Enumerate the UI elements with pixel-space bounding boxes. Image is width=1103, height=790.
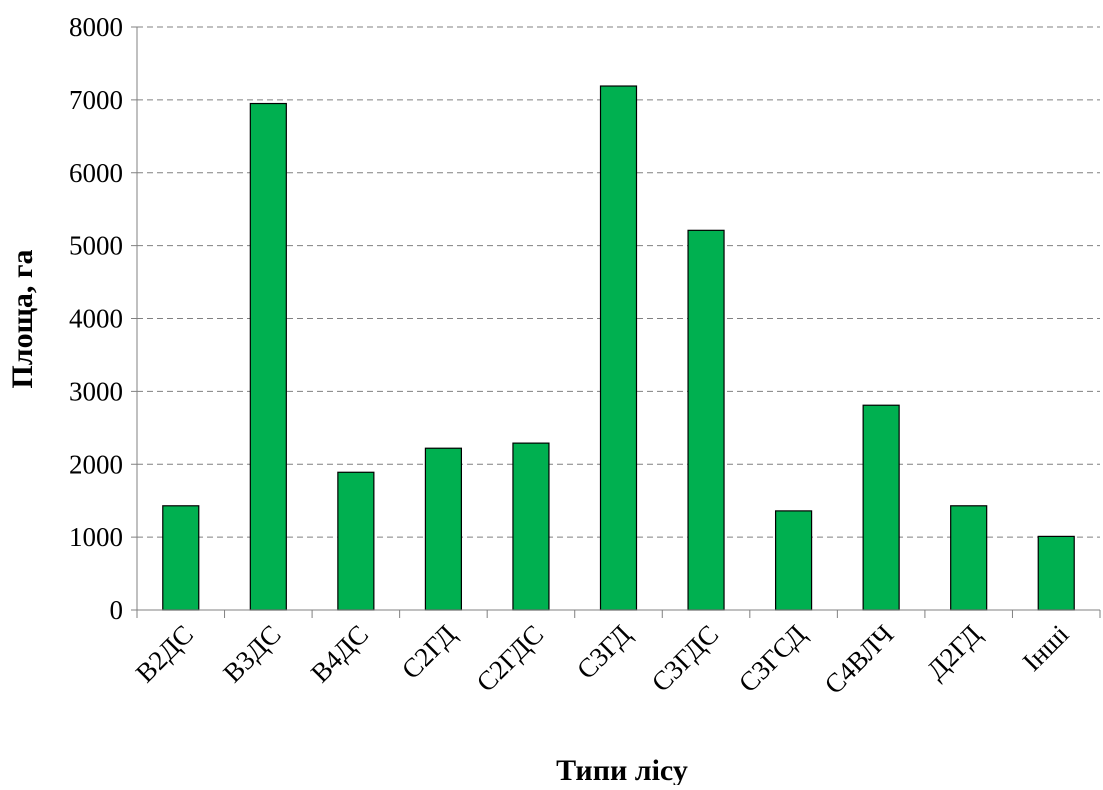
axes [131,26,1101,618]
y-tick-label: 7000 [69,85,123,115]
x-tick-label: Д2ГД [921,619,987,685]
y-tick-label: 3000 [69,376,123,406]
x-tick-label: В3ДС [217,619,286,688]
y-axis-title: Площа, га [6,249,39,388]
x-tick-label: С3ГСД [733,619,812,698]
bar [687,229,725,611]
bar [599,85,638,611]
x-axis-title: Типи лісу [556,754,688,785]
bar [337,471,375,611]
bar [950,505,988,611]
y-tick-labels: 0 1000 2000 3000 4000 5000 6000 7000 8000 [69,12,123,625]
x-tick-label: В2ДС [130,619,199,688]
x-tick-label: Інші [1017,619,1075,677]
x-tick-label: С3ГДС [646,619,725,698]
x-tick-labels: В2ДС В3ДС В4ДС С2ГД С2ГДС С3ГД С3ГДС С3ГСД С4ВЛЧ… [130,619,1075,700]
bar [162,505,200,611]
bar [249,102,287,611]
y-tick-label: 6000 [69,158,123,188]
y-tick-label: 0 [110,595,124,625]
x-tick-label: С4ВЛЧ [819,619,900,700]
y-tick-label: 5000 [69,231,123,261]
x-tick-label: С2ГДС [471,619,550,698]
bars [162,85,1075,611]
y-tick-label: 4000 [69,304,123,334]
x-tick-label: В4ДС [305,619,374,688]
bar [862,404,900,611]
y-tick-label: 2000 [69,449,123,479]
bar [1037,535,1075,611]
y-tick-label: 1000 [69,522,123,552]
x-tick-label: С3ГД [571,619,637,685]
y-tick-label: 8000 [69,12,123,42]
bar [424,447,463,611]
bar [512,442,550,611]
x-tick-label: С2ГД [396,619,462,685]
bar [774,510,813,611]
